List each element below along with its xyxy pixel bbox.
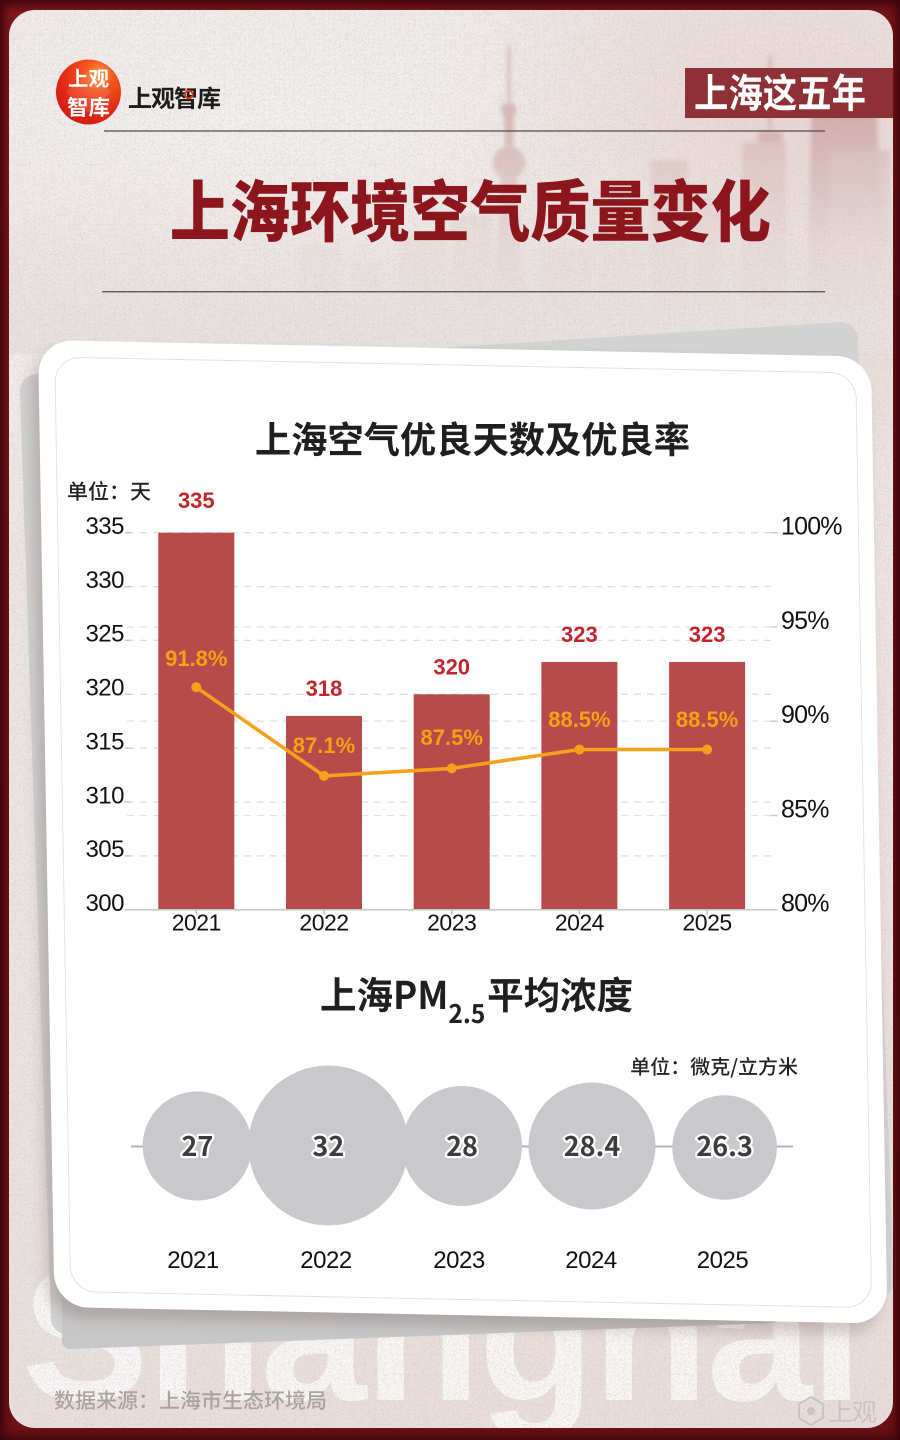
svg-text:87.5%: 87.5%	[421, 725, 483, 750]
svg-text:318: 318	[306, 676, 343, 701]
svg-text:87.1%: 87.1%	[293, 733, 355, 758]
svg-text:2021: 2021	[167, 1247, 219, 1274]
svg-text:335: 335	[85, 513, 124, 540]
svg-text:80%: 80%	[781, 890, 829, 918]
svg-text:2021: 2021	[172, 910, 221, 936]
svg-text:2023: 2023	[427, 910, 476, 936]
svg-text:91.8%: 91.8%	[165, 646, 227, 671]
svg-text:325: 325	[85, 621, 124, 648]
svg-text:2023: 2023	[433, 1247, 485, 1274]
svg-text:2024: 2024	[555, 910, 605, 936]
svg-text:315: 315	[85, 729, 124, 756]
svg-text:88.5%: 88.5%	[548, 707, 610, 732]
svg-text:335: 335	[178, 488, 215, 513]
svg-text:323: 323	[689, 622, 726, 647]
svg-text:310: 310	[85, 782, 124, 809]
svg-text:90%: 90%	[781, 701, 829, 729]
svg-text:330: 330	[85, 567, 124, 594]
svg-text:320: 320	[85, 675, 124, 702]
svg-text:100%: 100%	[781, 513, 842, 541]
svg-text:88.5%: 88.5%	[676, 707, 738, 732]
svg-text:85%: 85%	[781, 795, 829, 823]
svg-text:305: 305	[85, 836, 124, 863]
svg-text:320: 320	[433, 654, 470, 679]
svg-text:2022: 2022	[300, 1247, 352, 1274]
svg-text:2022: 2022	[299, 910, 348, 936]
svg-text:2025: 2025	[697, 1247, 749, 1274]
svg-text:2024: 2024	[565, 1247, 617, 1274]
svg-text:2025: 2025	[683, 910, 732, 936]
svg-text:323: 323	[561, 622, 598, 647]
svg-text:300: 300	[85, 890, 124, 917]
svg-text:95%: 95%	[781, 607, 829, 635]
